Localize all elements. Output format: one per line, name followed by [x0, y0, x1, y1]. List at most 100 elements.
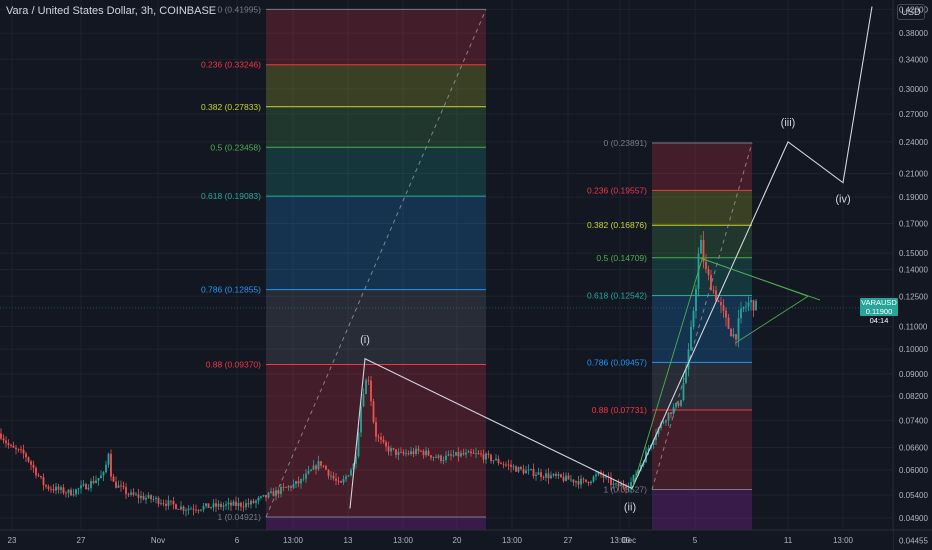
candle [205, 502, 207, 509]
candle-body [207, 503, 210, 509]
candle-body [172, 501, 175, 505]
candle-body [125, 487, 127, 494]
candle-body [267, 492, 270, 498]
candle [500, 461, 502, 465]
candle-body [562, 477, 565, 481]
candle-body [30, 461, 32, 465]
candle [442, 456, 445, 465]
candle-body [670, 412, 672, 414]
candle-body [330, 475, 332, 477]
candle-body [80, 485, 82, 489]
candle [120, 480, 122, 492]
candle-body [565, 475, 567, 481]
candle-body [412, 451, 415, 455]
candle [700, 235, 702, 254]
candle-body [132, 492, 135, 495]
candle [90, 478, 92, 492]
candle [167, 495, 170, 510]
wave-line [349, 6, 873, 509]
candle [105, 460, 107, 474]
candle [312, 460, 315, 470]
candle [240, 501, 242, 512]
candle [12, 441, 15, 449]
candle [27, 456, 30, 464]
candle [727, 313, 730, 330]
candle [337, 476, 340, 485]
candle [577, 476, 580, 489]
wave-channel-line [632, 256, 704, 487]
fib-level-label: 0.5 (0.23458) [210, 142, 261, 152]
candle-body [610, 477, 612, 485]
candle [750, 296, 752, 311]
candle-body [750, 300, 752, 303]
candle-body [495, 458, 497, 461]
candle-body [440, 455, 442, 462]
triangle-upper-line [699, 257, 821, 301]
candle-body [702, 240, 705, 262]
candle [372, 398, 375, 424]
candle [655, 428, 657, 446]
candle-body [590, 481, 592, 484]
candle-body [345, 476, 347, 480]
candle [137, 488, 140, 504]
candle-body [720, 302, 722, 306]
candle [50, 485, 52, 493]
fib-retracement-2: 0 (0.23891) 0.236 (0.19557) 0.382 (0.16876… [587, 138, 753, 530]
candle-body [530, 469, 532, 470]
candle-body [382, 439, 385, 443]
candle [512, 464, 515, 471]
candle-body [597, 472, 600, 475]
candle-body [402, 451, 405, 454]
candle [15, 445, 17, 455]
candle [335, 473, 337, 486]
candle [390, 445, 392, 457]
candle [367, 376, 370, 385]
time-axis-bg [0, 530, 893, 550]
candle-body [427, 450, 430, 456]
candle [592, 475, 595, 484]
candle [25, 451, 27, 463]
candle [237, 497, 240, 511]
fib-level-label: 0.88 (0.09370) [206, 360, 261, 370]
candle-body [237, 502, 240, 506]
candle-body [277, 490, 280, 494]
candle-body [395, 449, 397, 455]
candle-body [357, 432, 360, 457]
candle-body [315, 465, 317, 470]
candle-body [547, 473, 550, 479]
candle [170, 500, 172, 506]
candle-body [435, 456, 437, 458]
price-tag-countdown: 04:14 [869, 316, 889, 325]
fib-level-label: 0.618 (0.19083) [201, 191, 261, 201]
candle-body [192, 508, 195, 510]
candle-body [82, 484, 85, 486]
candle-body [215, 503, 217, 507]
currency-button[interactable]: USD [897, 4, 925, 20]
candle [590, 480, 592, 486]
candle-body [385, 442, 387, 447]
y-tick-label: 0.12500 [899, 292, 928, 301]
fib-level-label: 0.382 (0.27833) [201, 102, 261, 112]
candle-body [272, 491, 275, 497]
candle-body [390, 448, 392, 452]
price-tag-price: 0.11900 [865, 307, 893, 316]
y-tick-label: 0.30000 [899, 85, 928, 94]
candle-body [135, 494, 137, 496]
candle [742, 306, 745, 313]
candle-body [612, 483, 615, 485]
candle-body [137, 494, 140, 498]
candle-body [662, 422, 665, 424]
candle [150, 494, 152, 503]
candle-body [85, 484, 87, 490]
candle [392, 447, 395, 451]
fib-level-label: 0.786 (0.12855) [201, 285, 261, 295]
candle-body [147, 495, 150, 498]
candle [135, 492, 137, 496]
candle [602, 471, 605, 483]
candle-body [410, 451, 412, 455]
candle-body [425, 450, 427, 456]
candle [360, 401, 362, 438]
candle-body [690, 326, 692, 350]
candle [490, 453, 492, 464]
